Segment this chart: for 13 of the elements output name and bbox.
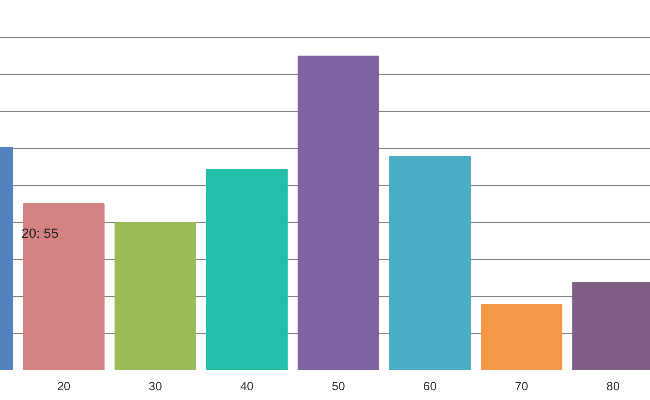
x-tick-label: 20 xyxy=(57,380,72,394)
bar xyxy=(206,168,288,370)
x-tick-label: 40 xyxy=(240,380,254,394)
bar xyxy=(23,204,105,370)
bar xyxy=(298,56,380,370)
bar xyxy=(114,222,196,370)
x-tick-label: 50 xyxy=(332,380,346,394)
x-tick-label: 30 xyxy=(148,380,163,394)
x-tick-label: 70 xyxy=(515,380,529,394)
x-tick-label: 60 xyxy=(424,380,438,394)
bar xyxy=(481,304,563,370)
x-tick-label: 80 xyxy=(606,380,620,394)
bar xyxy=(389,156,472,370)
